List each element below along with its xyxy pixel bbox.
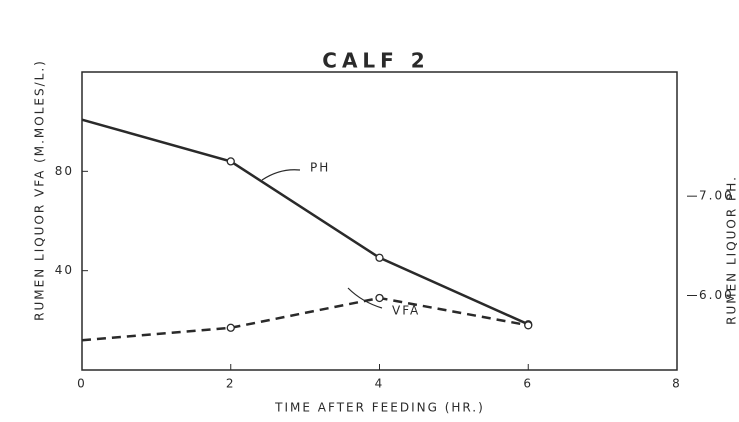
y2-tick-label: 7.00 xyxy=(699,189,734,203)
y-axis-label: RUMEN LIQUOR VFA (M.MOLES/L.) xyxy=(33,59,47,321)
x-tick-label: 8 xyxy=(672,377,682,391)
point xyxy=(524,321,533,330)
x-tick-label: 4 xyxy=(375,377,385,391)
plot-frame xyxy=(81,71,678,371)
point xyxy=(375,253,384,262)
point xyxy=(226,323,235,332)
chart-title: CALF 2 xyxy=(322,49,429,73)
y2-axis-label: RUMEN LIQUOR PH. xyxy=(725,175,739,325)
series-line xyxy=(81,118,529,326)
y-tick-label: 80 xyxy=(55,164,74,178)
x-tick-label: 2 xyxy=(226,377,236,391)
y-tick-label: 40 xyxy=(55,263,74,277)
point xyxy=(226,157,235,166)
series-label: VFA xyxy=(392,304,420,318)
x-axis-label: TIME AFTER FEEDING (HR.) xyxy=(274,401,485,415)
x-tick-label: 0 xyxy=(77,377,87,391)
label-arrow xyxy=(347,287,383,309)
x-tick-label: 6 xyxy=(523,377,533,391)
series-label: PH xyxy=(310,161,330,175)
point xyxy=(375,293,384,303)
label-arrow xyxy=(261,169,301,181)
series-line xyxy=(81,296,529,342)
y2-tick-label: 6.00 xyxy=(699,288,734,302)
